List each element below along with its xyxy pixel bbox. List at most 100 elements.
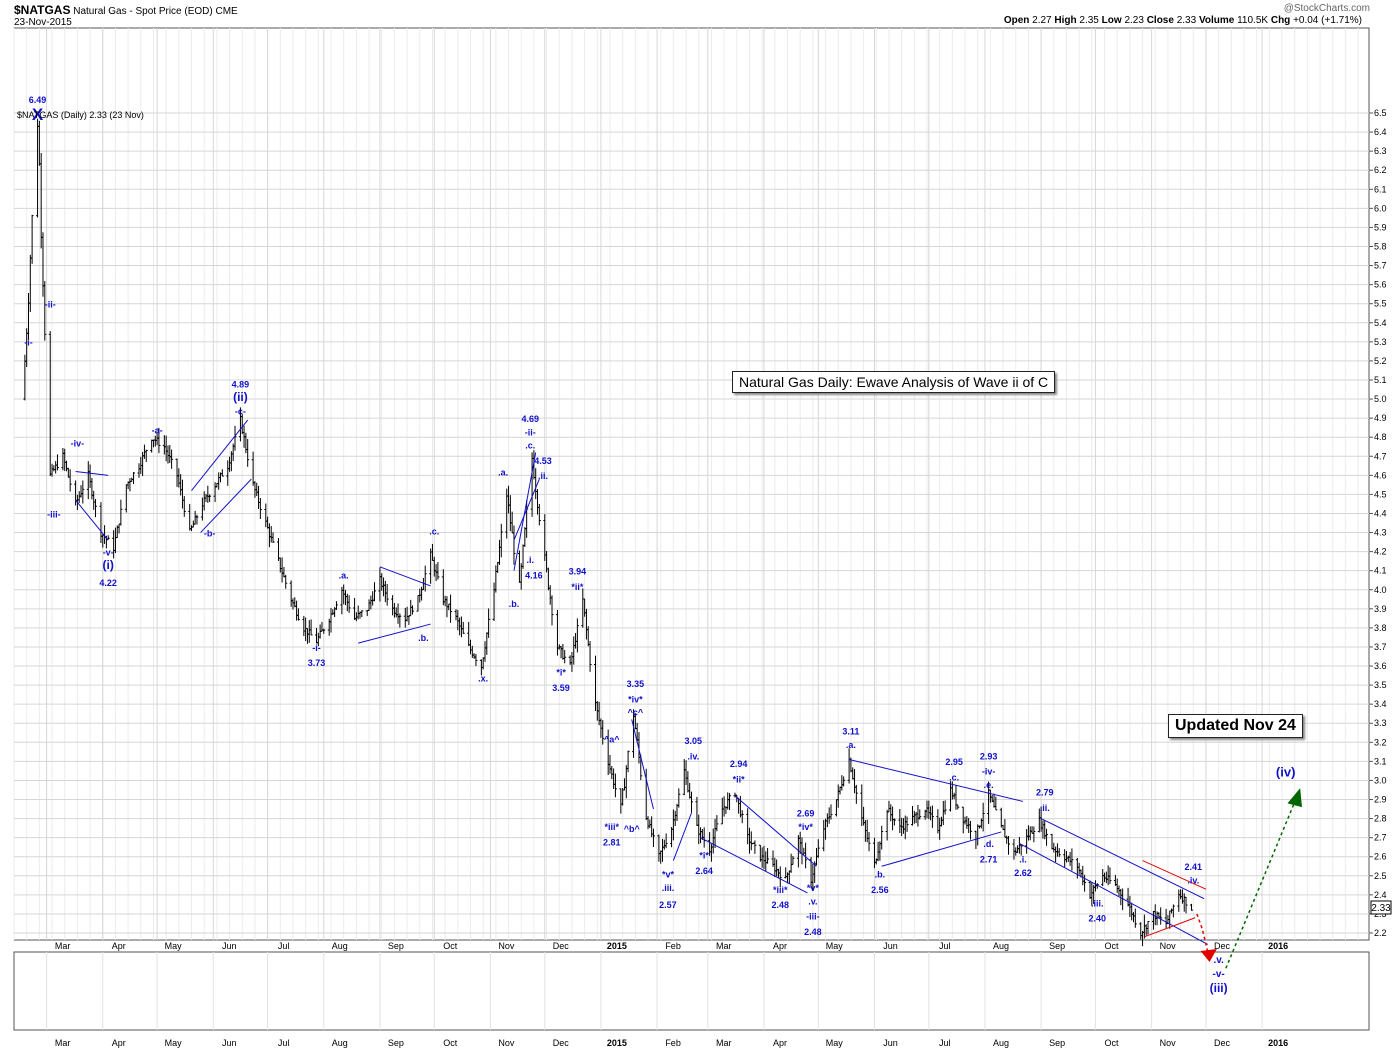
ohlc-bar — [994, 796, 998, 811]
x-tick-label-lower: May — [165, 1038, 183, 1048]
ohlc-bar — [1014, 847, 1018, 856]
ohlc-bar — [282, 567, 286, 578]
trend-line — [734, 795, 817, 867]
y-tick-label: 3.4 — [1374, 699, 1387, 709]
wave-label: -iii- — [47, 509, 61, 519]
ohlc-bar — [296, 608, 300, 621]
wave-label: 2.94 — [730, 759, 748, 769]
ohlc-bar — [144, 449, 148, 462]
wave-label: .e. — [984, 780, 994, 790]
wave-label: -b- — [204, 528, 216, 538]
ohlc-bar — [842, 776, 846, 787]
ohlc-bar — [670, 827, 674, 848]
legend-label: $NATGAS (Daily) 2.33 (23 Nov) — [17, 110, 144, 120]
wave-label: 2.48 — [771, 900, 789, 910]
ohlc-bar — [496, 561, 500, 573]
ohlc-bar — [979, 818, 983, 829]
ohlc-bar — [918, 809, 922, 820]
ohlc-bar — [568, 655, 572, 665]
y-tick-label: 4.9 — [1374, 413, 1387, 423]
ohlc-bar — [117, 523, 121, 534]
ohlc-bar — [930, 805, 934, 828]
ohlc-bar — [613, 773, 617, 798]
trend-line — [1019, 842, 1209, 945]
ohlc-bar — [266, 516, 270, 529]
ohlc-item: Open 2.27 — [1003, 15, 1055, 26]
ohlc-bar — [244, 432, 248, 454]
ohlc-bar — [119, 499, 123, 526]
ohlc-bar — [315, 627, 319, 644]
ohlc-bar — [305, 627, 309, 644]
ohlc-bar — [512, 525, 516, 565]
ohlc-bar — [1032, 826, 1036, 843]
y-tick-label: 5.9 — [1374, 222, 1387, 232]
ohlc-bar — [965, 816, 969, 829]
ohlc-bar — [101, 534, 105, 548]
ohlc-bar — [1170, 908, 1174, 914]
ohlc-bar — [474, 653, 478, 666]
ohlc-bar — [825, 813, 829, 828]
ohlc-bar — [690, 791, 693, 813]
wave-label: 2.69 — [797, 809, 815, 819]
wave-label: ^a^ — [604, 734, 620, 744]
ohlc-bar — [63, 448, 67, 471]
ohlc-bar — [728, 793, 732, 811]
ohlc-bar — [170, 449, 174, 469]
ohlc-item: Low 2.23 — [1101, 15, 1147, 26]
y-tick-label: 6.4 — [1374, 127, 1387, 137]
ohlc-bar — [334, 601, 338, 610]
ohlc-bar — [269, 526, 273, 543]
ohlc-bar — [79, 485, 83, 498]
ohlc-bar — [1055, 843, 1059, 857]
wave-label: *iv* — [628, 694, 643, 704]
ohlc-bar — [302, 615, 306, 636]
wave-label: 2.57 — [659, 900, 677, 910]
x-tick-label-lower: Apr — [773, 1038, 787, 1048]
ohlc-bar — [233, 425, 237, 451]
y-tick-label: 2.7 — [1374, 833, 1387, 843]
y-tick-label: 4.1 — [1374, 566, 1387, 576]
x-tick-label: Apr — [773, 941, 787, 951]
ohlc-bar — [499, 523, 503, 558]
ohlc-bar — [507, 485, 511, 514]
ohlc-bar — [284, 574, 288, 589]
ohlc-bar — [834, 799, 838, 817]
ohlc-bar — [164, 435, 168, 462]
wave-label: .ii. — [1040, 803, 1050, 813]
ohlc-bar — [854, 784, 858, 804]
x-tick-label: Jul — [278, 941, 290, 951]
ohlc-item: Chg +0.04 (+1.71%) — [1270, 15, 1362, 26]
trend-line — [358, 623, 431, 644]
ohlc-bar — [661, 838, 665, 862]
y-tick-label: 3.5 — [1374, 680, 1387, 690]
x-tick-label: Feb — [665, 941, 681, 951]
ohlc-bar — [872, 837, 876, 869]
wave-label: -c- — [235, 406, 246, 416]
wave-label: .c. — [949, 772, 959, 782]
wave-label: (iv) — [1276, 765, 1296, 780]
ohlc-bar — [612, 768, 616, 790]
ohlc-bar — [840, 775, 844, 791]
x-tick-label: May — [826, 941, 844, 951]
ohlc-bar — [949, 781, 953, 812]
wave-label: -iv- — [982, 767, 996, 777]
ohlc-bar — [976, 824, 980, 846]
ohlc-bar — [52, 465, 56, 472]
x-tick-label: Nov — [498, 941, 515, 951]
ohlc-bar — [626, 750, 630, 773]
ohlc-bar — [454, 609, 458, 621]
ohlc-bar — [561, 644, 565, 660]
ohlc-bar — [150, 439, 154, 453]
ohlc-bar — [162, 435, 166, 455]
ohlc-bar — [50, 463, 54, 477]
ohlc-bar — [588, 641, 592, 672]
ohlc-bar — [586, 626, 590, 647]
ohlc-item: Close 2.33 — [1146, 15, 1199, 26]
ohlc-bar — [646, 816, 650, 830]
ohlc-bar — [436, 562, 440, 580]
trend-line — [513, 452, 537, 571]
wave-label: 2.48 — [804, 927, 822, 937]
ohlc-bar — [682, 759, 686, 796]
ohlc-bar — [360, 610, 364, 618]
ohlc-bar — [157, 427, 161, 454]
